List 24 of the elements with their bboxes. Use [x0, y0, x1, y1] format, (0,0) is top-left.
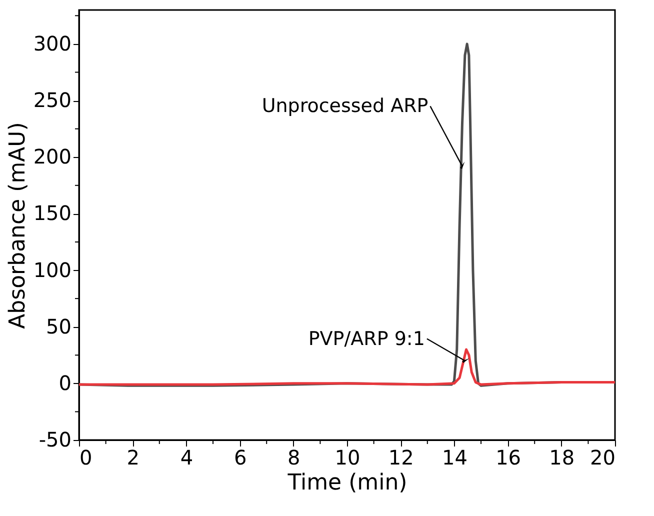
x-tick-label: 14	[442, 446, 468, 470]
y-axis-title: Absorbance (mAU)	[5, 122, 30, 329]
x-tick-label: 18	[549, 446, 575, 470]
y-tick-label: 50	[46, 314, 72, 338]
x-tick-label: 10	[334, 446, 360, 470]
y-tick-label: 0	[58, 370, 72, 395]
y-tick-label: 100	[33, 258, 72, 282]
y-tick-label: 300	[33, 31, 72, 56]
y-tick-label: 250	[33, 88, 72, 112]
x-axis-title: Time (min)	[286, 470, 408, 496]
y-tick-label: 150	[33, 201, 72, 226]
y-tick-label: 200	[33, 144, 72, 169]
x-tick-label: 6	[234, 446, 247, 470]
y-tick-label: -50	[38, 428, 72, 452]
x-tick-label: 16	[496, 446, 522, 470]
annotation: PVP/ARP 9:1	[308, 328, 425, 350]
x-tick-label: 20	[590, 446, 616, 470]
annotation: Unprocessed ARP	[262, 95, 428, 118]
x-tick-label: 12	[388, 446, 414, 470]
x-tick-label: 4	[180, 446, 194, 470]
line-series	[79, 348, 615, 386]
x-tick-label: 0	[80, 446, 92, 470]
x-tick-label: 2	[126, 446, 140, 470]
x-tick-label: 8	[288, 446, 300, 470]
